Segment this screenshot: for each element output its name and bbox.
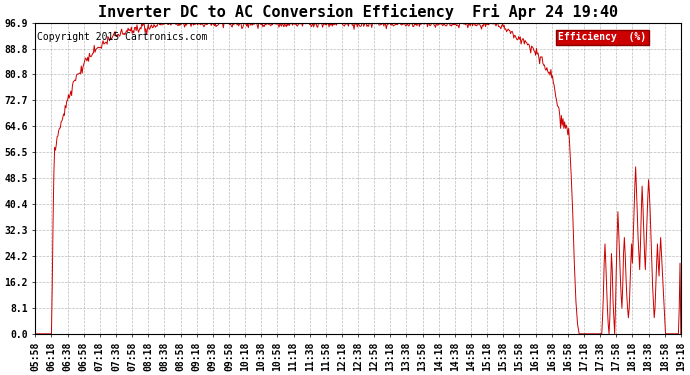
Text: Efficiency  (%): Efficiency (%) xyxy=(558,32,647,42)
Title: Inverter DC to AC Conversion Efficiency  Fri Apr 24 19:40: Inverter DC to AC Conversion Efficiency … xyxy=(98,4,618,20)
Text: Copyright 2015 Cartronics.com: Copyright 2015 Cartronics.com xyxy=(37,32,207,42)
